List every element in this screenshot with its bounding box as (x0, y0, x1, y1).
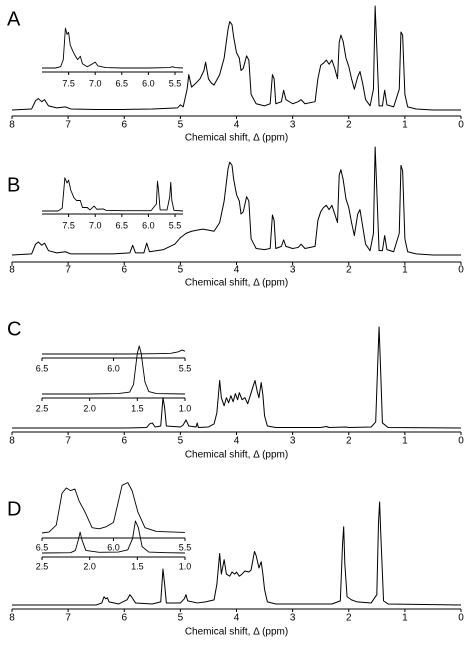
spectrum-line (11, 5, 461, 111)
x-tick-label: 3 (290, 436, 296, 447)
x-tick-label: 1.5 (131, 403, 144, 413)
x-tick-label: 2 (346, 265, 352, 276)
x-tick-label: 1.0 (179, 561, 192, 571)
x-tick-label: 5 (178, 265, 184, 276)
spectrum-line (41, 482, 186, 534)
x-tick-label: 5 (178, 120, 184, 131)
x-tick-label: 6.0 (142, 78, 155, 88)
x-tick-label: 4 (234, 120, 240, 131)
x-tick-label: 0 (458, 436, 464, 447)
x-axis-label: Chemical shift, Δ (ppm) (185, 133, 288, 144)
x-tick-label: 6.5 (36, 542, 49, 552)
x-tick-label: 7 (65, 120, 71, 131)
x-tick-label: 5.5 (169, 78, 182, 88)
x-tick-label: 2 (346, 436, 352, 447)
spectrum-line (42, 27, 184, 69)
x-tick-label: 6.0 (107, 542, 120, 552)
x-tick-label: 4 (234, 436, 240, 447)
x-tick-label: 7 (65, 265, 71, 276)
x-tick-label: 1 (402, 265, 408, 276)
x-tick-label: 6.0 (142, 220, 155, 230)
x-tick-label: 1.0 (179, 403, 192, 413)
panel-label: C (7, 318, 21, 340)
x-tick-label: 1 (402, 120, 408, 131)
x-tick-label: 7.0 (89, 220, 102, 230)
spectrum-line (12, 501, 462, 606)
x-tick-label: 5.5 (169, 220, 182, 230)
x-tick-label: 3 (290, 613, 296, 624)
x-tick-label: 7.0 (89, 78, 102, 88)
x-tick-label: 6 (121, 265, 127, 276)
x-tick-label: 7.5 (62, 220, 75, 230)
spectrum-line (42, 345, 186, 395)
x-tick-label: 8 (9, 436, 15, 447)
x-tick-label: 5.5 (179, 542, 192, 552)
x-tick-label: 6.0 (107, 363, 120, 373)
x-tick-label: 7 (65, 436, 71, 447)
x-tick-label: 6 (121, 436, 127, 447)
x-axis-label: Chemical shift, Δ (ppm) (185, 627, 288, 638)
panel-label: B (7, 174, 20, 196)
x-axis-label: Chemical shift, Δ (ppm) (185, 278, 288, 289)
panel-label: D (7, 498, 21, 520)
x-tick-label: 5 (178, 613, 184, 624)
x-tick-label: 5.5 (179, 363, 192, 373)
x-tick-label: 2 (346, 613, 352, 624)
spectrum-line (42, 177, 184, 212)
x-tick-label: 1.5 (131, 561, 144, 571)
x-tick-label: 0 (458, 120, 464, 131)
x-tick-label: 1 (402, 436, 408, 447)
x-tick-label: 4 (234, 265, 240, 276)
x-tick-label: 2.0 (83, 561, 96, 571)
x-tick-label: 2 (346, 120, 352, 131)
x-tick-label: 2.5 (36, 403, 49, 413)
x-tick-label: 6.5 (116, 220, 129, 230)
x-tick-label: 0 (458, 265, 464, 276)
x-tick-label: 3 (290, 120, 296, 131)
x-tick-label: 2.5 (36, 561, 49, 571)
x-tick-label: 2.0 (83, 403, 96, 413)
spectrum-line (41, 520, 186, 554)
x-tick-label: 0 (458, 613, 464, 624)
spectrum-line (42, 349, 186, 355)
x-tick-label: 5 (178, 436, 184, 447)
x-tick-label: 3 (290, 265, 296, 276)
x-tick-label: 6.5 (116, 78, 129, 88)
x-axis-label: Chemical shift, Δ (ppm) (185, 450, 288, 461)
x-tick-label: 6.5 (36, 363, 49, 373)
x-tick-label: 4 (234, 613, 240, 624)
x-tick-label: 8 (9, 265, 15, 276)
panel-label: A (7, 8, 21, 30)
x-tick-label: 7 (65, 613, 71, 624)
x-tick-label: 6 (121, 613, 127, 624)
spectrum-line (11, 146, 461, 256)
x-tick-label: 8 (9, 120, 15, 131)
x-tick-label: 1 (402, 613, 408, 624)
x-tick-label: 6 (121, 120, 127, 131)
spectrum-line (12, 326, 462, 429)
x-tick-label: 7.5 (62, 78, 75, 88)
x-tick-label: 8 (9, 613, 15, 624)
